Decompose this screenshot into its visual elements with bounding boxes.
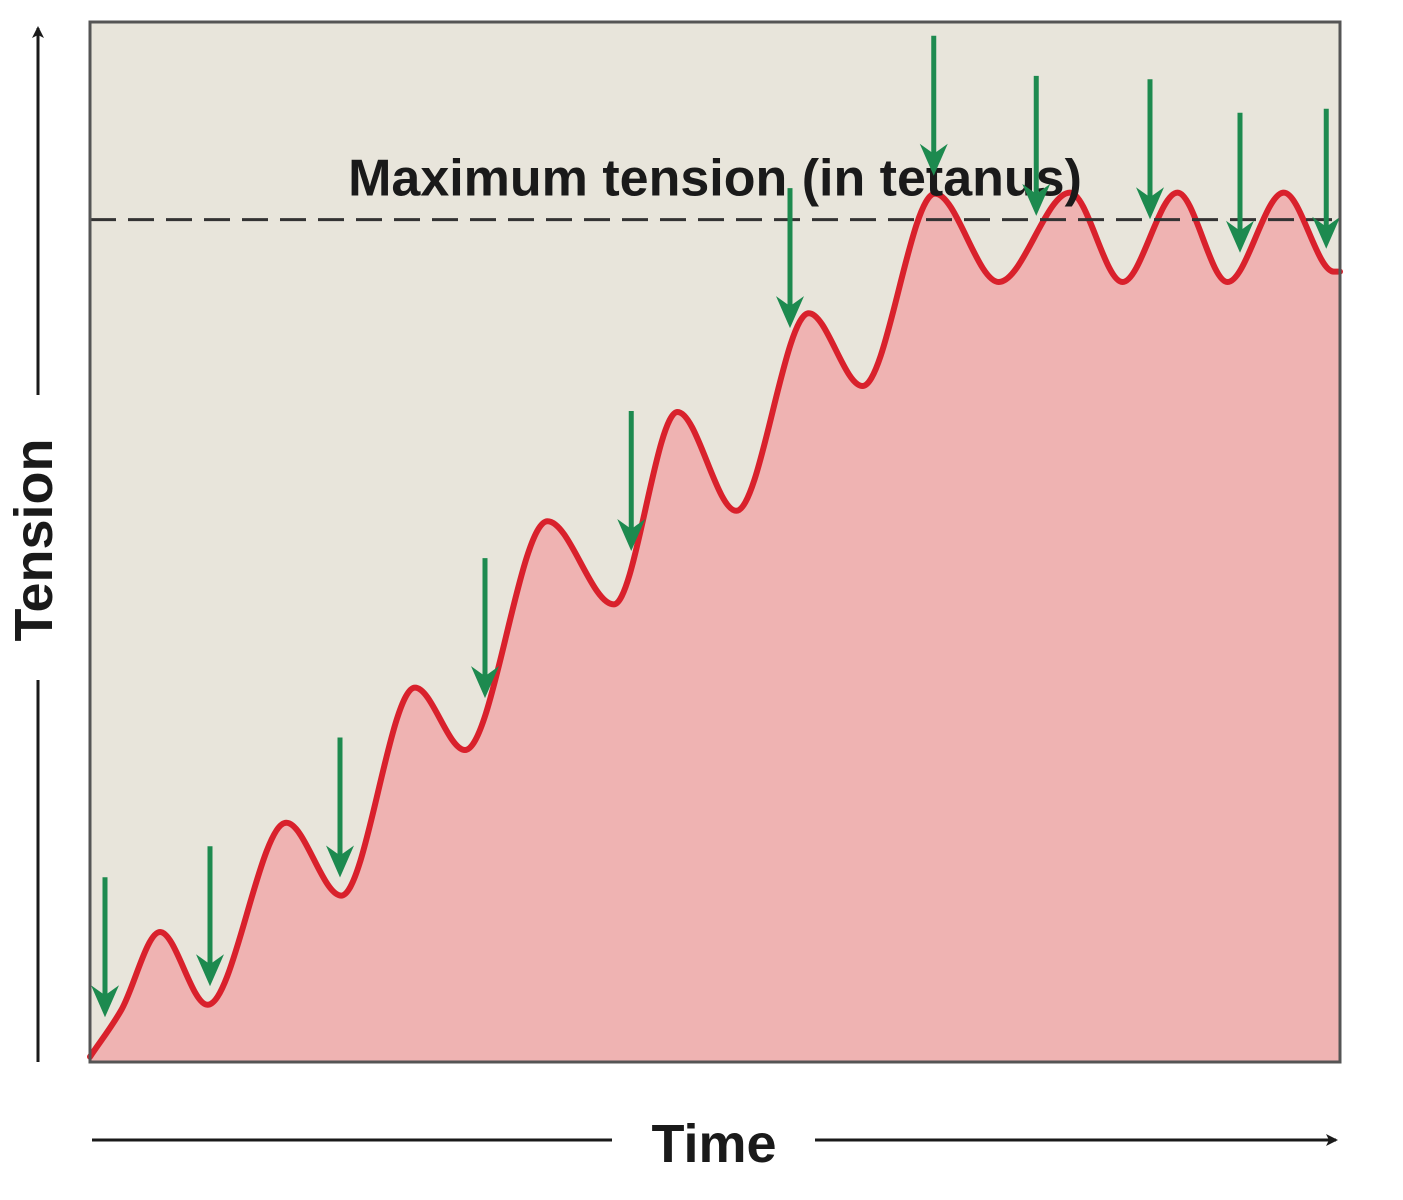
stimulus-arrow-head [196, 954, 224, 987]
stimulus-arrow-head [1022, 183, 1051, 216]
stimulus-arrow [776, 188, 804, 329]
stimulus-arrow-head [91, 985, 119, 1018]
y-axis: Tension [4, 26, 64, 1062]
x-axis-label: Time [651, 1114, 776, 1174]
stimulus-arrow [196, 846, 224, 987]
stimulus-arrow [1136, 79, 1164, 220]
stimulus-arrow-head [326, 845, 354, 878]
stimulus-arrow [1312, 108, 1341, 249]
tension-fill-area [90, 192, 1340, 1063]
stimulus-arrow [1226, 112, 1254, 253]
stimulus-arrow-head [1136, 187, 1164, 220]
y-axis-label: Tension [4, 438, 64, 641]
stimulus-arrow [326, 737, 354, 878]
x-axis: Time [92, 1114, 1338, 1174]
stimulus-arrow-head [1312, 216, 1341, 249]
stimulus-arrow [617, 410, 646, 551]
stimulus-arrow-head [776, 296, 804, 329]
stimulus-arrow [919, 35, 948, 176]
maximum-tension-label: Maximum tension (in tetanus) [348, 150, 1082, 208]
stimulus-arrow [471, 558, 499, 699]
stimulus-arrow-head [617, 518, 646, 551]
stimulus-arrow-head [1226, 220, 1254, 253]
plot-frame [88, 20, 1342, 1064]
stimulus-arrows [91, 35, 1341, 1018]
stimulus-arrow-head [919, 143, 948, 176]
stimulus-arrow-head [471, 666, 499, 699]
stimulus-arrow [1022, 75, 1051, 216]
tension-curve [87, 189, 1343, 1060]
stimulus-arrow [91, 877, 119, 1018]
